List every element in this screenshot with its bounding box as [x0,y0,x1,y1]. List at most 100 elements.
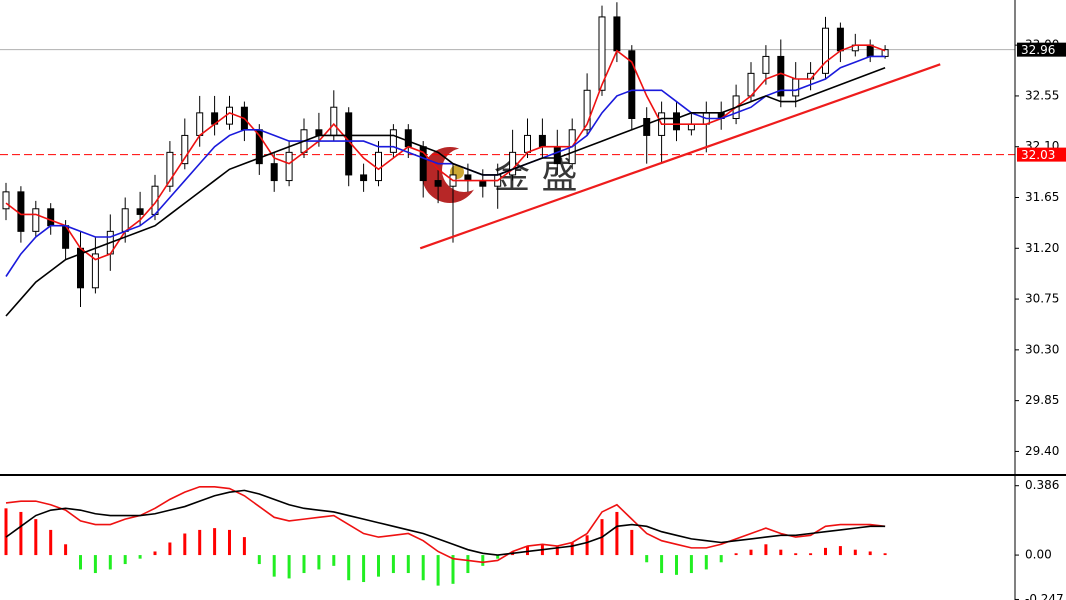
y-tick-label: 32.55 [1025,88,1059,102]
candle-body [389,129,397,153]
histogram-bar [555,546,559,556]
candle-body [315,129,323,136]
histogram-bar [481,555,485,566]
candle-body [687,123,695,131]
histogram-bar [779,549,783,556]
candle-body [673,112,680,131]
histogram-bar [466,555,470,574]
candle-body [91,253,99,289]
y-tick-label: 29.40 [1025,444,1059,458]
histogram-bar [228,529,231,556]
histogram-bar [526,546,529,556]
candle-body [822,27,829,74]
candle-body [613,16,621,52]
histogram-bar [436,555,440,586]
macd-line [5,489,886,556]
macd-line [5,485,886,564]
y-tick-label: 30.75 [1025,292,1059,306]
histogram-bar [198,529,202,556]
histogram-bar [660,555,664,574]
y-tick-label: 31.20 [1025,241,1059,255]
candle-body [17,191,25,232]
histogram-bar [4,508,8,556]
candle-body [866,44,874,57]
histogram-bar [377,555,380,577]
y-tick-label: 0.386 [1025,478,1059,492]
price-label: 32.96 [1021,43,1055,57]
candle-body [196,112,204,136]
histogram-bar [123,555,127,565]
candle-body [643,118,651,136]
y-tick-label: 30.30 [1025,342,1059,356]
candle-body [47,208,55,227]
histogram-bar [242,537,246,556]
candle-body [330,106,338,136]
y-tick-label: 0.00 [1025,548,1052,562]
histogram-bar [138,555,142,559]
y-tick-label: -0.247 [1025,592,1064,600]
histogram-bar [317,555,321,570]
histogram-bar [749,549,753,556]
histogram-bar [809,553,813,556]
histogram-bar [302,555,306,574]
histogram-bar [93,555,97,574]
histogram-bar [645,555,649,563]
candle-body [538,134,546,148]
histogram-bar [347,555,351,581]
candle-body [375,151,382,182]
histogram-bar [496,555,500,559]
histogram-bar [49,529,53,556]
histogram-bar [257,555,261,565]
price-label-box [1017,147,1066,162]
histogram-bar [719,555,723,563]
histogram-bar [34,519,38,556]
moving-average [5,55,886,277]
candle-body [166,151,174,187]
candle-body [836,27,844,52]
histogram-bar [79,555,82,570]
histogram-bar [153,551,157,556]
candle-body [464,174,472,182]
histogram-bar [108,555,112,570]
watermark-text: 金 盛 [494,156,577,197]
candle-body [136,208,144,215]
price-label-box [1017,42,1066,57]
histogram-bar [421,555,425,581]
histogram-bar [451,555,455,584]
candle-body [285,151,293,182]
histogram-bar [868,551,872,556]
histogram-bar [630,529,634,556]
histogram-bar [689,555,693,574]
histogram-bar [838,546,842,556]
histogram-bar [615,511,619,556]
candle-body [792,78,800,97]
histogram-bar [585,535,589,556]
histogram-bar [734,553,738,556]
histogram-bar [213,528,217,556]
histogram-bar [332,555,336,566]
histogram-bar [272,555,276,577]
moving-average [5,66,886,317]
histogram-bar [287,555,291,579]
y-tick-label: 31.65 [1025,190,1059,204]
histogram-bar [824,547,827,556]
candle-body [181,134,189,165]
histogram-bar [183,533,187,556]
histogram-bar [406,555,410,574]
histogram-bar [675,555,678,575]
candle-body [524,134,531,153]
candle-body [583,89,591,131]
histogram-bar [853,549,857,556]
candle-body [777,55,785,97]
trend-line [419,63,941,250]
candle-body [404,129,412,148]
price-label: 32.03 [1021,148,1055,162]
candle-body [360,174,368,182]
candle-body [121,208,129,232]
histogram-bar [64,544,68,556]
histogram-bar [19,511,23,556]
candle-body [434,180,442,187]
histogram-bar [883,553,887,556]
